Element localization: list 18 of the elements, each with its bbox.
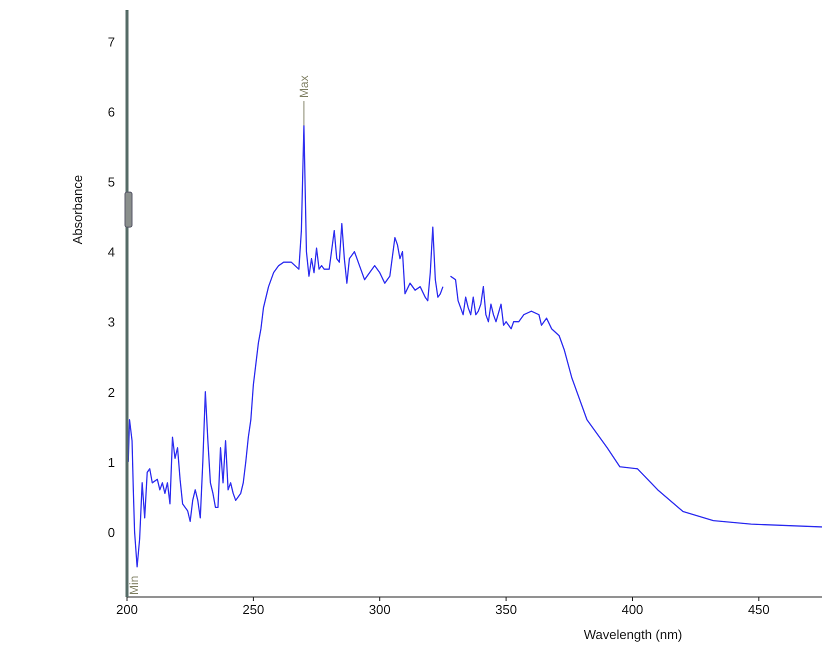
- x-tick-label: 400: [622, 602, 644, 617]
- y-axis-title: Absorbance: [70, 174, 85, 244]
- x-tick-label: 450: [748, 602, 770, 617]
- annotation: Max: [296, 75, 311, 98]
- y-tick-label: 6: [108, 104, 115, 120]
- y-tick-label: 4: [108, 244, 115, 260]
- x-tick-label: 350: [495, 602, 517, 617]
- y-tick-label: 7: [108, 34, 115, 50]
- y-tick-label: 5: [108, 174, 115, 190]
- x-tick-label: 250: [242, 602, 264, 617]
- x-axis-title: Wavelength (nm): [584, 627, 682, 642]
- y-tick-label: 2: [108, 384, 115, 400]
- x-tick-label: 200: [116, 602, 138, 617]
- x-tick-label: 300: [368, 602, 391, 617]
- y-tick-label: 0: [108, 524, 115, 540]
- annotation: Min: [127, 576, 141, 595]
- y-tick-label: 3: [108, 314, 115, 330]
- y-tick-label: 1: [108, 454, 115, 470]
